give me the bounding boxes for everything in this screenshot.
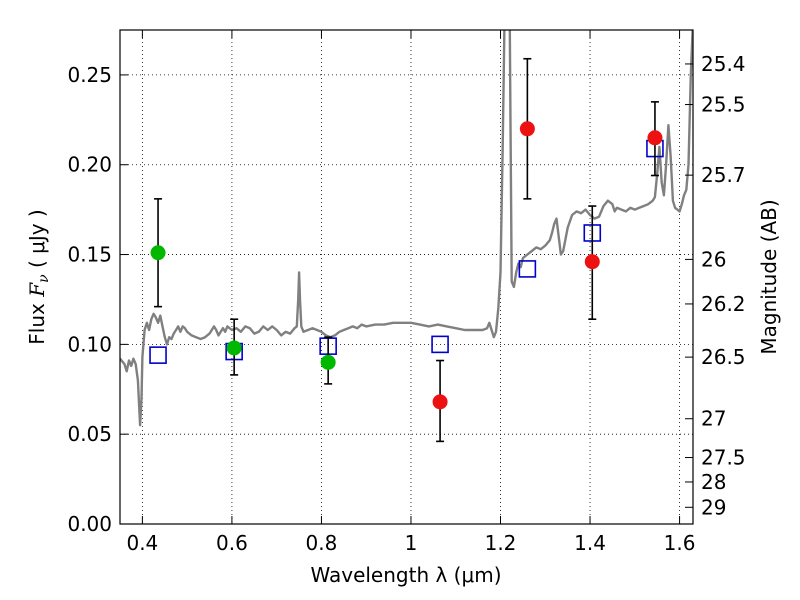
observed-point-green	[320, 354, 336, 370]
gridlines	[120, 30, 693, 525]
observed-point-green	[226, 340, 242, 356]
x-tick-label: 1.6	[664, 531, 696, 555]
model-photometry-square	[149, 346, 167, 364]
x-tick-label: 1.4	[574, 531, 606, 555]
y2-tick-label: 29	[701, 495, 726, 519]
y2-tick-label: 25.5	[701, 93, 746, 117]
plot-frame	[119, 29, 694, 525]
y2-axis-title: Magnitude (AB)	[757, 199, 781, 354]
x-tick-label: 0.6	[216, 531, 248, 555]
y2-tick-label: 28	[701, 470, 726, 494]
observed-point-red	[519, 121, 535, 137]
x-tick-label: 0.8	[306, 531, 338, 555]
y-tick-label: 0.10	[67, 332, 112, 356]
plot-area	[120, 30, 693, 443]
y-axis-title: Flux Fν ( μJy )	[25, 209, 52, 344]
observed-point-red	[432, 394, 448, 410]
y-tick-label: 0.25	[67, 63, 112, 87]
axis-ticks: 0.4 0.6 0.8 1 1.2 1.4 1.6 0.00 0.05 0.10 0.15 0.20 0…	[67, 30, 746, 555]
x-tick-label: 0.4	[126, 531, 158, 555]
x-axis-title: Wavelength λ (μm)	[310, 563, 501, 587]
y2-tick-label: 25.4	[701, 52, 746, 76]
y2-tick-label: 26.2	[701, 292, 746, 316]
y2-tick-label: 27	[701, 407, 726, 431]
y-tick-label: 0.15	[67, 243, 112, 267]
y2-tick-label: 27.5	[701, 446, 746, 470]
y2-tick-label: 26	[701, 247, 726, 271]
model-photometry-square	[518, 260, 537, 278]
y-tick-label: 0.20	[67, 153, 112, 177]
y-tick-label: 0.00	[67, 512, 112, 536]
model-sed-line	[120, 30, 693, 427]
observed-point-red	[584, 254, 600, 270]
x-tick-label: 1	[405, 531, 418, 555]
observed-point-red	[647, 130, 663, 146]
x-tick-label: 1.2	[485, 531, 517, 555]
y2-tick-label: 25.7	[701, 163, 746, 187]
observed-point-green	[150, 245, 166, 261]
y2-tick-label: 26.5	[701, 345, 746, 369]
model-photometry-square	[431, 335, 449, 354]
y-tick-label: 0.05	[67, 422, 112, 446]
